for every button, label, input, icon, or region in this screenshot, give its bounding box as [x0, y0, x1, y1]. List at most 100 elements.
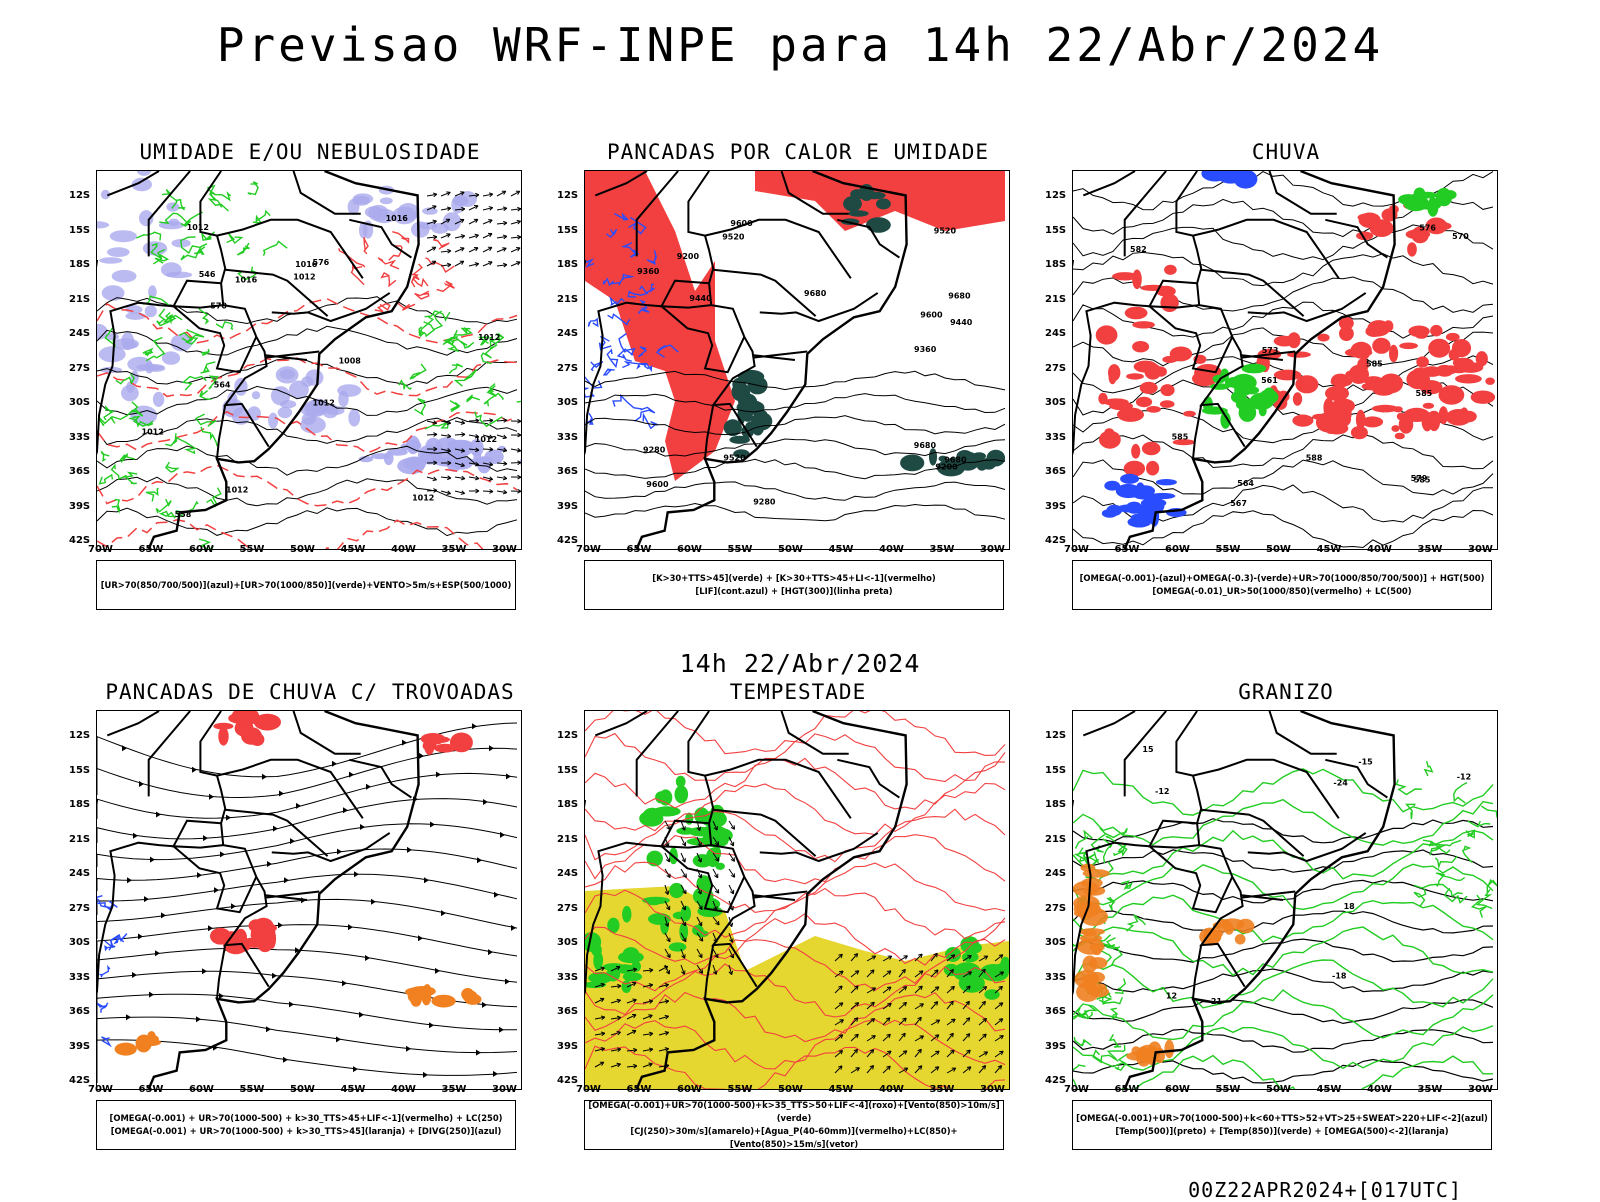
latitude-tick-label: 12S — [69, 730, 90, 741]
longitude-tick-label: 60W — [677, 1084, 702, 1095]
longitude-tick-label: 70W — [88, 1084, 113, 1095]
temperature-850-contour — [1481, 806, 1497, 822]
latitude-tick-label: 21S — [69, 294, 90, 305]
wind-vector — [681, 869, 686, 877]
humidity-region-blue — [145, 305, 157, 317]
humidity-contour-green — [216, 322, 233, 330]
rain-region-red — [1183, 411, 1196, 417]
rain-region-red — [1471, 391, 1495, 404]
humidity-contour-green — [165, 433, 176, 445]
streamline-arrowhead — [419, 753, 424, 759]
latitude-tick-label: 21S — [69, 834, 90, 845]
latitude-tick-label: 18S — [1045, 259, 1066, 270]
latitude-tick-label: 39S — [557, 501, 578, 512]
latitude-tick-label: 12S — [1045, 190, 1066, 201]
contour-label: 576 — [1419, 224, 1436, 233]
humidity-contour-green — [146, 338, 164, 361]
humidity-contour-green — [100, 475, 113, 484]
latitude-tick-label: 24S — [69, 868, 90, 879]
rain-region-green — [1403, 194, 1428, 211]
streamline-arrowhead — [349, 772, 354, 778]
longitude-tick-label: 70W — [576, 1084, 601, 1095]
precipitable-water-contour — [585, 711, 1005, 755]
streamline-arrowhead — [477, 857, 482, 863]
streamline-arrowhead — [138, 934, 143, 940]
forecast-time-label: 14h 22/Abr/2024 — [0, 649, 1600, 678]
humidity-contour-green — [264, 241, 288, 255]
rain-region-red — [1391, 425, 1399, 432]
contour-label: 9520 — [722, 233, 745, 242]
latitude-tick-label: 42S — [1045, 1075, 1066, 1086]
thickness-contour-red — [392, 232, 408, 242]
temperature-850-contour — [1107, 938, 1122, 966]
thickness-contour — [97, 465, 517, 505]
longitude-tick-label: 65W — [1115, 544, 1140, 555]
latitude-tick-label: 15S — [69, 765, 90, 776]
rain-region-red — [1134, 361, 1158, 373]
streamline-arrowhead — [266, 1026, 271, 1032]
rain-region-red — [1407, 242, 1417, 256]
latitude-tick-label: 21S — [1045, 834, 1066, 845]
latitude-tick-label: 42S — [557, 1075, 578, 1086]
contour-label: 585 — [1416, 389, 1433, 398]
wind-vector — [681, 853, 685, 862]
streamline — [97, 1017, 517, 1059]
latitude-tick-label: 42S — [69, 1075, 90, 1086]
longitude-tick-label: 50W — [778, 1084, 803, 1095]
streamline-arrowhead — [371, 899, 376, 905]
contour-label: 9280 — [643, 446, 666, 455]
rain-region-red — [1372, 405, 1399, 413]
longitude-tick-label: 35W — [930, 1084, 955, 1095]
humidity-region-blue — [348, 409, 360, 426]
temperature-500-contour — [1073, 939, 1493, 962]
streamline-arrowhead — [482, 1002, 487, 1008]
humidity-contour-green — [410, 364, 426, 379]
legend-line: [CJ(250)>30m/s](amarelo)+[Agua_P(40-60mm… — [585, 1125, 1003, 1151]
legend-line: [OMEGA(-0.001)+UR>70(1000-500)+k<60+TTS>… — [1076, 1112, 1488, 1125]
contour-label: 9280 — [753, 498, 776, 507]
streamline-arrowhead — [279, 791, 284, 797]
humidity-region-blue — [99, 257, 122, 263]
latitude-tick-label: 30S — [69, 937, 90, 948]
omega-region-orange — [1073, 881, 1099, 897]
omega-region-orange — [1131, 1046, 1140, 1056]
humidity-contour-green — [399, 381, 412, 390]
lifted-index-contour — [604, 369, 615, 375]
thickness-contour-red — [389, 246, 402, 260]
latitude-tick-label: 21S — [1045, 294, 1066, 305]
panel-legend: [OMEGA(-0.001)+UR>70(1000-500)+k>35_TTS>… — [584, 1100, 1004, 1150]
contour-label: 588 — [1306, 454, 1323, 463]
latitude-tick-label: 18S — [69, 799, 90, 810]
longitude-tick-label: 60W — [189, 544, 214, 555]
geopotential-contour — [585, 504, 1005, 521]
rain-region-red — [1136, 397, 1152, 407]
wind-vector — [469, 234, 479, 238]
latitude-tick-label: 12S — [69, 190, 90, 201]
legend-line: [LIF](cont.azul) + [HGT(300)](linha pret… — [695, 585, 892, 598]
contour-label: 9200 — [677, 252, 700, 261]
thickness-contour-red — [382, 273, 396, 286]
wind-vector — [665, 869, 670, 878]
streamline-arrowhead — [343, 807, 348, 813]
wind-region-green — [675, 785, 689, 803]
streamline-arrowhead — [290, 838, 295, 844]
geopotential-contour — [585, 416, 1005, 435]
longitude-tick-label: 40W — [391, 544, 416, 555]
wind-region-green — [715, 863, 725, 870]
rain-region-red — [1458, 348, 1468, 356]
rain-region-red — [1408, 372, 1425, 380]
rain-region-red — [1274, 370, 1301, 381]
contour-label: -12 — [1457, 772, 1471, 781]
longitude-tick-label: 45W — [341, 1084, 366, 1095]
latitude-tick-label: 36S — [1045, 466, 1066, 477]
longitude-tick-label: 70W — [88, 544, 113, 555]
streamline-arrowhead — [336, 1036, 341, 1042]
latitude-tick-label: 21S — [557, 834, 578, 845]
omega-region-orange — [1164, 1040, 1174, 1059]
wind-vector — [469, 489, 479, 493]
rain-region-red — [1164, 265, 1177, 275]
longitude-tick-label: 65W — [1115, 1084, 1140, 1095]
temperature-850-contour — [1454, 783, 1467, 804]
